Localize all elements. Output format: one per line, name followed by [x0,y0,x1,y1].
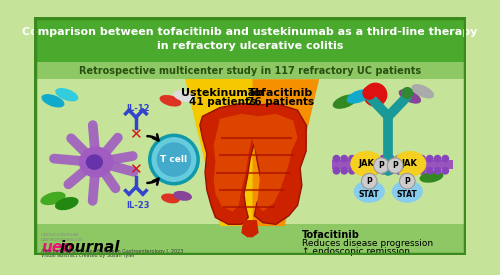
Circle shape [400,173,415,189]
Ellipse shape [174,91,196,102]
Text: journal: journal [60,240,120,255]
Text: ueg: ueg [41,240,73,255]
Text: UNITED EUROPEAN
GASTROENTEROLOGY: UNITED EUROPEAN GASTROENTEROLOGY [41,233,84,242]
Circle shape [348,155,356,163]
Circle shape [362,86,376,100]
FancyBboxPatch shape [34,224,466,255]
Text: IL-12: IL-12 [126,104,150,113]
Text: JAK: JAK [358,159,374,168]
Circle shape [395,167,402,175]
Polygon shape [252,79,319,226]
Text: ✕: ✕ [130,127,142,142]
Ellipse shape [40,192,66,205]
Circle shape [356,155,364,163]
Circle shape [363,82,388,107]
Text: P: P [378,161,384,170]
Text: P: P [392,161,398,170]
Circle shape [410,167,418,175]
FancyBboxPatch shape [34,62,466,79]
Ellipse shape [42,94,64,108]
Text: 76 patients: 76 patients [246,97,314,107]
Ellipse shape [332,94,357,109]
Ellipse shape [160,95,182,106]
Circle shape [434,155,442,163]
Circle shape [395,155,402,163]
Ellipse shape [412,84,434,98]
Circle shape [372,167,379,175]
Circle shape [388,158,403,173]
Ellipse shape [354,180,385,203]
Ellipse shape [346,89,372,104]
Ellipse shape [420,171,444,183]
Ellipse shape [55,88,78,101]
Circle shape [387,155,395,163]
Circle shape [379,167,387,175]
Text: P: P [404,177,410,186]
Text: Reduces disease progression: Reduces disease progression [302,239,433,248]
Circle shape [426,155,434,163]
Ellipse shape [350,151,383,177]
Text: Tofacitinib: Tofacitinib [248,88,313,98]
Ellipse shape [392,180,423,203]
Circle shape [442,167,449,175]
Circle shape [379,155,387,163]
Text: in refractory ulcerative colitis: in refractory ulcerative colitis [157,41,343,51]
Ellipse shape [394,151,426,177]
Circle shape [340,155,348,163]
Circle shape [372,155,379,163]
Ellipse shape [55,197,78,210]
Text: Retrospective multicenter study in 117 refractory UC patients: Retrospective multicenter study in 117 r… [79,65,421,76]
Circle shape [364,155,372,163]
Circle shape [348,167,356,175]
Circle shape [434,167,442,175]
Text: T cell: T cell [160,155,188,164]
Circle shape [364,167,372,175]
Text: Allocca M et al. United European Gastroenterology J. 2023: Allocca M et al. United European Gastroe… [41,249,183,254]
Ellipse shape [161,194,180,204]
Circle shape [332,155,340,163]
Text: ✕: ✕ [130,163,142,177]
Text: JAK: JAK [402,159,418,168]
Ellipse shape [79,147,114,178]
Ellipse shape [173,191,192,201]
Circle shape [418,155,426,163]
Text: Tofacitinib: Tofacitinib [302,230,360,240]
FancyBboxPatch shape [34,17,466,62]
Circle shape [150,135,198,184]
Polygon shape [200,103,306,224]
Polygon shape [242,220,258,237]
Polygon shape [185,79,252,226]
Circle shape [332,167,340,175]
Circle shape [156,142,191,177]
Circle shape [442,155,449,163]
Circle shape [401,87,413,99]
Text: ↑ endoscopic remission: ↑ endoscopic remission [302,247,410,256]
Circle shape [362,173,377,189]
Circle shape [418,167,426,175]
Circle shape [426,167,434,175]
Circle shape [402,155,410,163]
Text: STAT: STAT [359,191,380,199]
Text: 41 patients: 41 patients [189,97,256,107]
Text: Comparison between tofacitinib and ustekinumab as a third-line therapy: Comparison between tofacitinib and ustek… [22,27,477,37]
Circle shape [410,155,418,163]
Text: P: P [366,177,372,186]
Circle shape [374,158,389,173]
Text: STAT: STAT [397,191,417,199]
Circle shape [356,167,364,175]
Circle shape [402,167,410,175]
Text: Ustekinumab: Ustekinumab [182,88,264,98]
Circle shape [387,167,395,175]
Ellipse shape [398,89,421,104]
Text: IL-23: IL-23 [126,201,150,210]
Polygon shape [214,114,298,211]
Text: Visual abstract created by Susan Tyler: Visual abstract created by Susan Tyler [41,253,134,258]
Ellipse shape [86,154,103,170]
Circle shape [340,167,348,175]
FancyBboxPatch shape [332,160,453,169]
